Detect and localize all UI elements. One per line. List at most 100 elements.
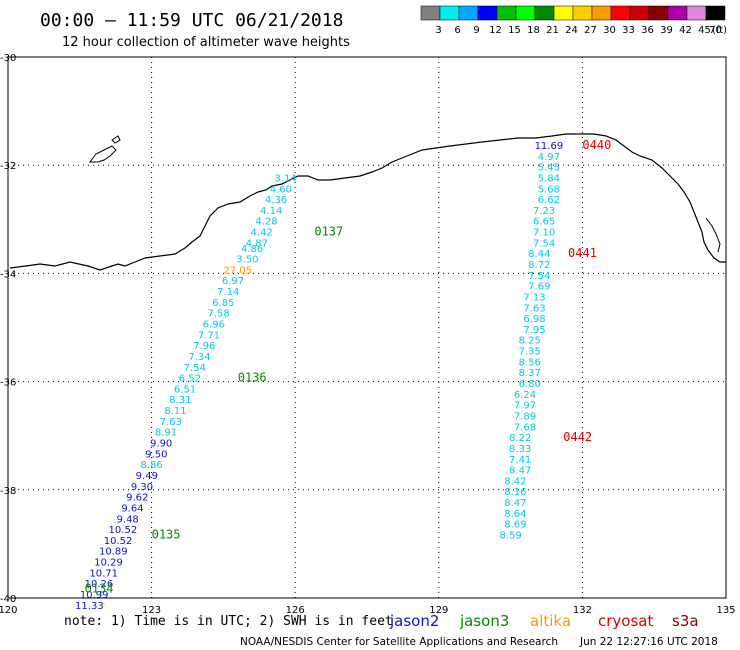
scale-tick-label: 9 (473, 25, 479, 36)
scale-tick-label: 33 (622, 25, 635, 36)
satellite-legend-entry: cryosat (598, 612, 653, 630)
scale-swatch (553, 5, 574, 21)
scale-swatch (420, 5, 441, 21)
scale-swatch (515, 5, 536, 21)
wave-height-value: 8.44 (528, 249, 550, 260)
map-title: 00:00 – 11:59 UTC 06/21/2018 (40, 10, 343, 31)
satellite-legend-entry: s3a (672, 612, 699, 630)
lat-tick-label: -38 (0, 486, 16, 497)
scale-tick-label: 39 (660, 25, 673, 36)
wave-height-value: 8.69 (504, 520, 526, 531)
satellite-legend-entry: altika (530, 612, 571, 630)
wave-height-value: 10.26 (85, 579, 114, 590)
lat-tick-label: -36 (0, 378, 16, 389)
wave-height-value: 7.71 (198, 330, 220, 341)
scale-swatch (572, 5, 593, 21)
wave-height-value: 7.54 (184, 363, 206, 374)
satellite-legend-entry: jason3 (459, 612, 509, 630)
scale-swatch (458, 5, 479, 21)
wave-height-value: 9.90 (150, 439, 172, 450)
wave-height-value: 4.97 (538, 152, 560, 163)
wave-height-value: 11.33 (75, 601, 104, 612)
longitude-labels: 120 123 126 129 132 135 (0, 605, 736, 616)
scale-tick-label: 70 (709, 25, 722, 36)
wave-height-value: 8.86 (140, 460, 162, 471)
wave-height-value: 10.71 (89, 568, 118, 579)
scale-swatch (534, 5, 555, 21)
pass-time-label: 0134 (85, 582, 114, 596)
wave-height-value: 7.96 (193, 341, 215, 352)
pass-time-label: 0440 (582, 138, 611, 152)
lon-tick-label: 129 (429, 605, 448, 616)
lon-tick-label: 123 (142, 605, 161, 616)
satellite-legend-entry: jason2 (389, 612, 439, 630)
wave-height-value: 8.11 (164, 406, 186, 417)
wave-height-value: 8.91 (155, 428, 177, 439)
wave-height-value: 7.58 (207, 309, 229, 320)
wave-height-value: 8.31 (169, 395, 191, 406)
wave-height-value: 6.65 (533, 217, 555, 228)
wave-height-value: 4.60 (270, 184, 292, 195)
wave-height-value: 8.42 (504, 476, 526, 487)
scale-swatch (610, 5, 631, 21)
wave-height-value: 6.52 (179, 374, 201, 385)
scale-tick-label: 24 (565, 25, 578, 36)
pass-time-label: 0442 (563, 430, 592, 444)
lat-tick-label: -40 (0, 594, 16, 605)
wave-height-value: 7.89 (514, 411, 536, 422)
wave-height-value: 8.64 (504, 509, 526, 520)
scale-swatch (496, 5, 517, 21)
lat-tick-label: -34 (0, 269, 16, 280)
wave-height-value: 8.47 (504, 498, 526, 509)
wave-height-value: 9.50 (145, 449, 167, 460)
wave-height-value: 6.97 (222, 276, 244, 287)
wave-height-value: 4.42 (251, 228, 273, 239)
wave-height-value: 10.52 (109, 525, 138, 536)
wave-height-value: 7.23 (533, 206, 555, 217)
scale-tick-label: 30 (603, 25, 616, 36)
wave-height-value: 9.48 (117, 514, 139, 525)
scale-tick-label: 6 (454, 25, 460, 36)
pass-time-label: 0441 (568, 246, 597, 260)
wave-height-value: 8.37 (519, 368, 541, 379)
wave-height-value: 8.59 (499, 530, 521, 541)
wave-height-value: 27.05 (223, 265, 252, 276)
wave-height-value: 7.69 (528, 282, 550, 293)
wave-height-value: 4.14 (260, 206, 282, 217)
scale-tick-label: 42 (679, 25, 692, 36)
scale-tick-label: 21 (546, 25, 559, 36)
generated-timestamp: Jun 22 12:27:16 UTC 2018 (579, 636, 718, 648)
scale-swatch (629, 5, 650, 21)
wave-height-value: 8.25 (519, 336, 541, 347)
scale-swatch (477, 5, 498, 21)
altimeter-tracks: 3.144.604.364.144.284.424.874.863.5027.0… (75, 138, 611, 612)
wave-height-value: 10.89 (99, 547, 128, 558)
wave-height-value: 5.68 (538, 184, 560, 195)
lat-tick-label: -32 (0, 161, 16, 172)
wave-height-value: 8.22 (509, 433, 531, 444)
pass-time-label: 0137 (314, 225, 343, 239)
wave-height-value: 5.45 (538, 163, 560, 174)
scale-swatch (648, 5, 669, 21)
wave-height-value: 7.13 (523, 292, 545, 303)
map-frame (7, 56, 727, 599)
wave-height-value: 6.98 (523, 314, 545, 325)
wave-height-value: 3.50 (236, 255, 258, 266)
wave-height-value: 6.62 (538, 195, 560, 206)
wave-height-value: 8.72 (528, 260, 550, 271)
wave-height-value: 9.62 (126, 493, 148, 504)
scale-tick-label: 27 (584, 25, 597, 36)
lon-tick-label: 132 (573, 605, 592, 616)
wave-height-value: 4.28 (255, 217, 277, 228)
wave-height-value: 10.99 (80, 590, 109, 601)
scale-swatch (667, 5, 688, 21)
scale-swatch (439, 5, 460, 21)
wave-height-value: 4.36 (265, 195, 287, 206)
lat-tick-label: -30 (0, 53, 16, 64)
credit-text: NOAA/NESDIS Center for Satellite Applica… (240, 636, 558, 648)
wave-height-value: 7.35 (519, 347, 541, 358)
latitude-labels: -30 -32 -34 -36 -38 -40 (0, 53, 16, 605)
wave-height-value: 6.96 (203, 320, 225, 331)
